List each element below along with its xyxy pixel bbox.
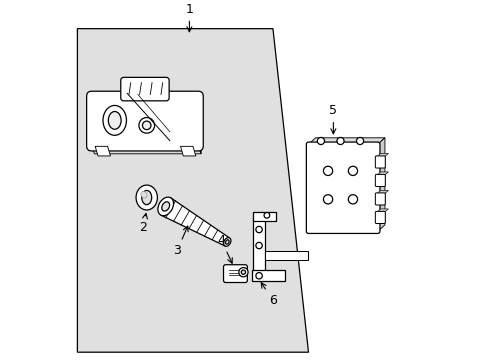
Bar <box>251 270 285 281</box>
Ellipse shape <box>225 240 229 244</box>
Circle shape <box>347 166 357 175</box>
Circle shape <box>317 138 324 145</box>
FancyBboxPatch shape <box>375 156 385 168</box>
Circle shape <box>255 226 262 233</box>
Ellipse shape <box>103 105 126 135</box>
Polygon shape <box>376 153 387 157</box>
Circle shape <box>347 195 357 204</box>
Ellipse shape <box>141 191 146 198</box>
Polygon shape <box>77 29 308 352</box>
Ellipse shape <box>108 112 121 129</box>
Text: 5: 5 <box>329 104 337 134</box>
Bar <box>253 217 264 274</box>
Polygon shape <box>180 146 195 156</box>
FancyBboxPatch shape <box>121 77 169 101</box>
FancyBboxPatch shape <box>375 175 385 186</box>
Circle shape <box>142 121 151 130</box>
Polygon shape <box>377 138 384 231</box>
Circle shape <box>238 267 247 277</box>
FancyBboxPatch shape <box>375 193 385 205</box>
Polygon shape <box>308 138 384 144</box>
Text: 2: 2 <box>139 213 147 234</box>
Ellipse shape <box>136 185 157 210</box>
Polygon shape <box>198 96 201 154</box>
Polygon shape <box>376 209 387 212</box>
Polygon shape <box>376 172 387 175</box>
Ellipse shape <box>162 202 169 211</box>
FancyBboxPatch shape <box>86 91 203 151</box>
Text: 6: 6 <box>261 283 276 307</box>
Text: 1: 1 <box>185 3 193 32</box>
Circle shape <box>139 117 154 133</box>
Circle shape <box>336 138 344 145</box>
Text: 3: 3 <box>173 226 188 257</box>
Circle shape <box>356 138 363 145</box>
Polygon shape <box>95 146 110 156</box>
FancyBboxPatch shape <box>306 142 379 233</box>
Text: 4: 4 <box>217 234 232 263</box>
Ellipse shape <box>223 238 230 246</box>
Circle shape <box>323 195 332 204</box>
Ellipse shape <box>158 197 173 216</box>
FancyBboxPatch shape <box>223 265 247 283</box>
Polygon shape <box>91 146 201 154</box>
Polygon shape <box>376 190 387 194</box>
FancyBboxPatch shape <box>375 211 385 224</box>
Circle shape <box>264 212 269 218</box>
Polygon shape <box>161 198 229 246</box>
Circle shape <box>241 270 245 274</box>
Circle shape <box>255 273 262 279</box>
Bar <box>253 212 276 221</box>
Ellipse shape <box>142 190 151 204</box>
Circle shape <box>323 166 332 175</box>
Circle shape <box>255 242 262 249</box>
Bar <box>264 251 308 260</box>
